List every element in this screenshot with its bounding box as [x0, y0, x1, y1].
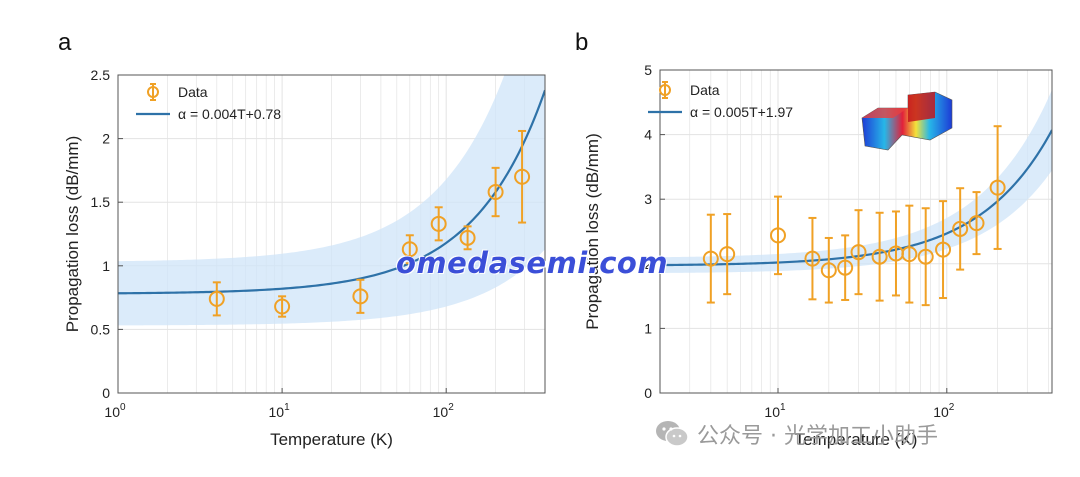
data-point	[837, 234, 854, 301]
x-axis-label: Temperature (K)	[795, 430, 918, 449]
data-point	[459, 225, 476, 251]
mode-profile-shape	[861, 91, 953, 151]
data-point	[850, 209, 867, 296]
data-marker	[804, 250, 821, 267]
data-point	[917, 207, 934, 307]
legend-fit-label: α = 0.004T+0.78	[178, 106, 281, 122]
fit-line	[118, 89, 545, 295]
legend-data-marker	[147, 86, 159, 98]
x-tick-label: 101	[269, 402, 291, 420]
legend: Data α = 0.005T+1.97	[648, 81, 793, 120]
data-marker	[274, 298, 291, 315]
data-point	[208, 281, 225, 317]
mode-profile-ridge	[908, 92, 935, 122]
y-tick-label: 0	[102, 385, 110, 401]
axes-box	[659, 69, 1053, 394]
data-marker	[459, 229, 476, 246]
y-tick-label: 0	[644, 385, 652, 401]
legend-data-label: Data	[178, 84, 208, 100]
data-point	[901, 204, 918, 304]
axes-box	[117, 74, 546, 394]
y-tick-label: 1	[102, 258, 110, 274]
wechat-label: 公众号 · 光学加工小助手	[697, 424, 938, 449]
data-point	[274, 295, 291, 318]
x-tick-label: 101	[764, 402, 786, 420]
y-tick-label: 0.5	[91, 321, 111, 337]
fit-line	[660, 129, 1052, 267]
y-tick-label: 2	[644, 256, 652, 272]
chart-panel-a: 0 0.5 1 1.5 2 2.5 100 101 102 Temperature (K) Prop…	[58, 29, 546, 449]
y-tick-label: 1	[644, 320, 652, 336]
y-tick-label: 3	[644, 191, 652, 207]
data-marker	[702, 250, 719, 267]
legend-fit-label: α = 0.005T+1.97	[690, 104, 793, 120]
panel-letter: b	[575, 29, 588, 56]
data-marker	[208, 290, 225, 307]
data-point	[719, 213, 736, 296]
data-point	[871, 211, 888, 302]
legend-data-marker	[659, 84, 671, 96]
data-marker	[352, 288, 369, 305]
y-axis-label: Propagation loss (dB/mm)	[63, 136, 82, 333]
data-marker	[719, 246, 736, 263]
data-point	[804, 216, 821, 301]
data-point	[769, 195, 786, 276]
wechat-attribution: 公众号 · 光学加工小助手	[655, 418, 938, 450]
x-axis-label: Temperature (K)	[270, 430, 393, 449]
data-marker	[952, 220, 969, 237]
data-marker	[514, 168, 531, 185]
data-point	[952, 187, 969, 271]
data-point	[401, 234, 418, 265]
mode-profile-inset	[861, 91, 953, 151]
data-marker	[769, 227, 786, 244]
data-point	[989, 125, 1006, 250]
y-tick-label: 5	[644, 62, 652, 78]
wechat-icon	[656, 421, 689, 447]
y-tick-label: 4	[644, 127, 652, 143]
data-marker	[901, 246, 918, 263]
data-marker	[871, 248, 888, 265]
panel-letter: a	[58, 29, 72, 56]
x-tick-label: 102	[433, 402, 455, 420]
data-marker	[968, 215, 985, 232]
data-marker	[989, 179, 1006, 196]
legend-data-label: Data	[690, 82, 720, 98]
watermark-text: omedasemi.com	[396, 246, 669, 280]
data-marker	[487, 184, 504, 201]
y-tick-label: 2.5	[91, 67, 111, 83]
mode-profile-top	[862, 108, 908, 118]
data-marker	[837, 259, 854, 276]
data-marker	[401, 241, 418, 258]
data-point	[820, 236, 837, 304]
data-point	[702, 213, 719, 304]
confidence-band	[118, 75, 545, 326]
data-point	[968, 191, 985, 256]
y-axis-label: Propagation loss (dB/mm)	[583, 133, 602, 330]
x-tick-label: 100	[104, 402, 126, 420]
data-point	[935, 200, 952, 300]
x-tick-label: 102	[933, 402, 955, 420]
data-point	[514, 129, 531, 224]
data-marker	[935, 241, 952, 258]
data-marker	[820, 262, 837, 279]
data-marker	[430, 215, 447, 232]
data-marker	[917, 248, 934, 265]
y-tick-label: 2	[102, 131, 110, 147]
data-marker	[850, 244, 867, 261]
data-point	[487, 166, 504, 218]
chart-panel-b: 0 1 2 3 4 5 101 102 Temperature (K) Propagation l…	[575, 29, 1053, 449]
legend: Data α = 0.004T+0.78	[136, 83, 281, 122]
y-tick-label: 1.5	[91, 194, 111, 210]
data-point	[352, 278, 369, 314]
data-point	[430, 206, 447, 242]
